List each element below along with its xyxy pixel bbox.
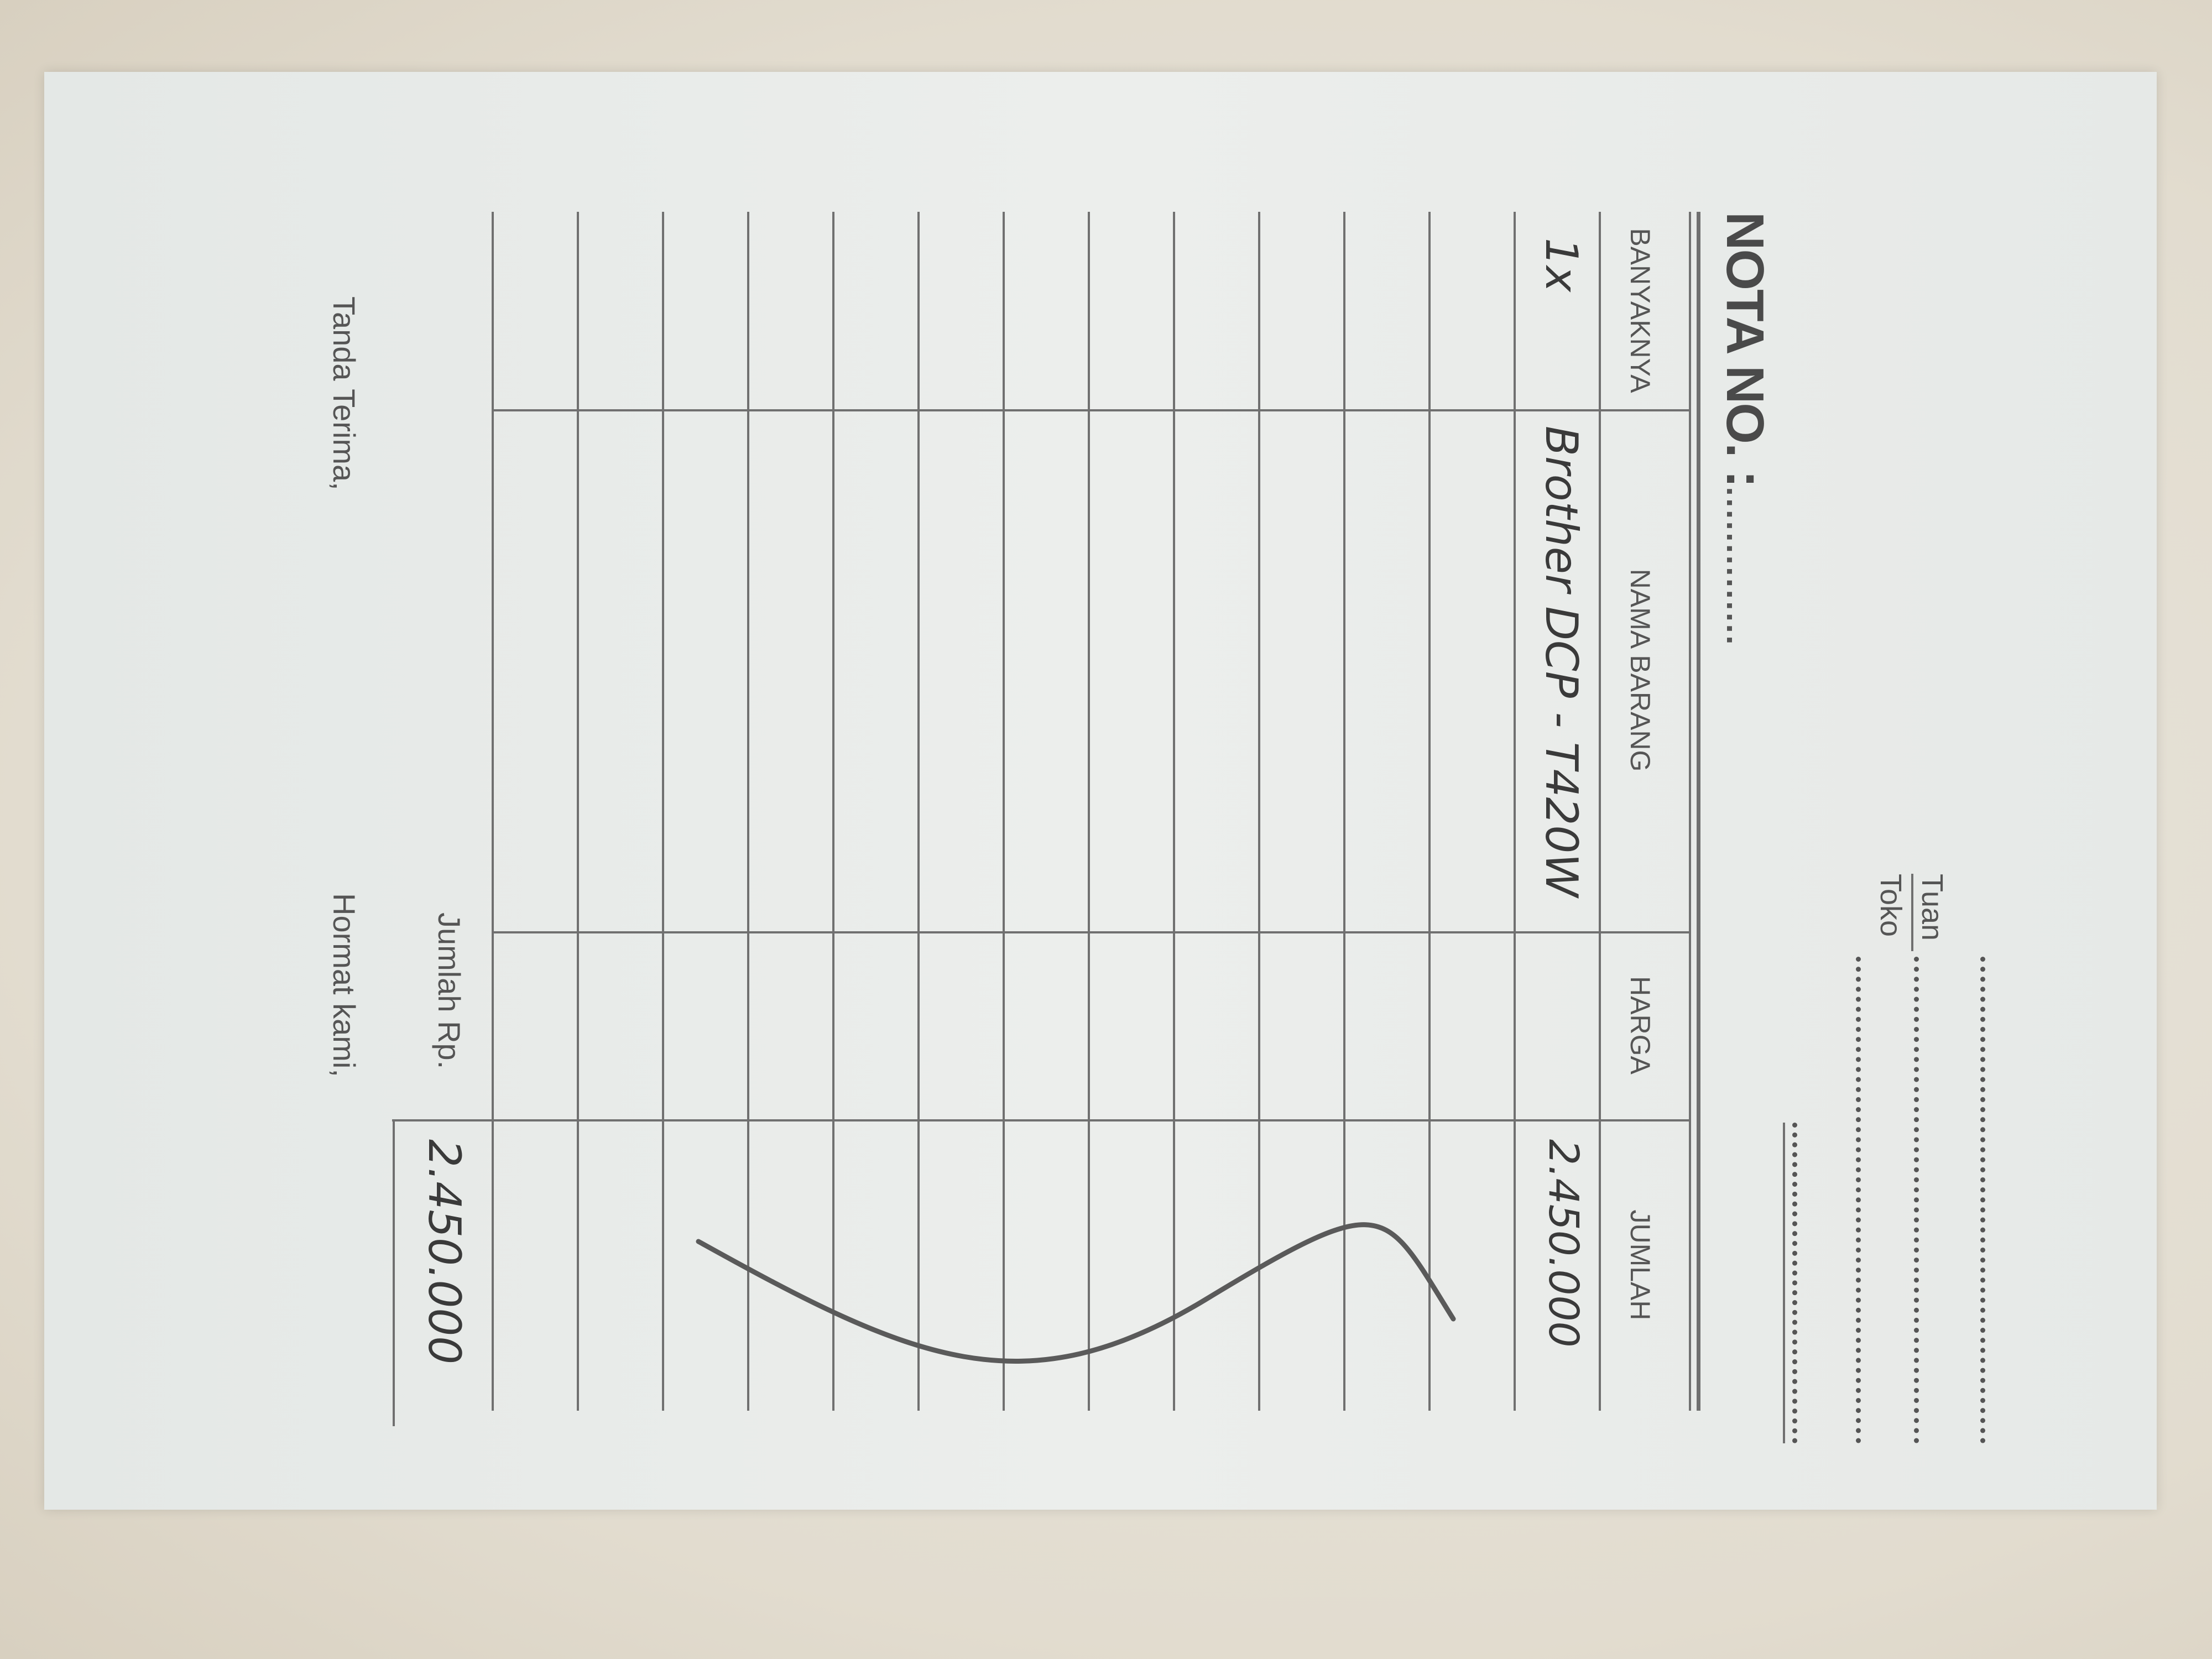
scribble-stroke <box>696 1222 1456 1364</box>
receipt-paper: NOTA NO. :.............. Tuan Toko BANYA… <box>44 72 2157 1510</box>
strike-through-scribble <box>696 1222 1456 1364</box>
